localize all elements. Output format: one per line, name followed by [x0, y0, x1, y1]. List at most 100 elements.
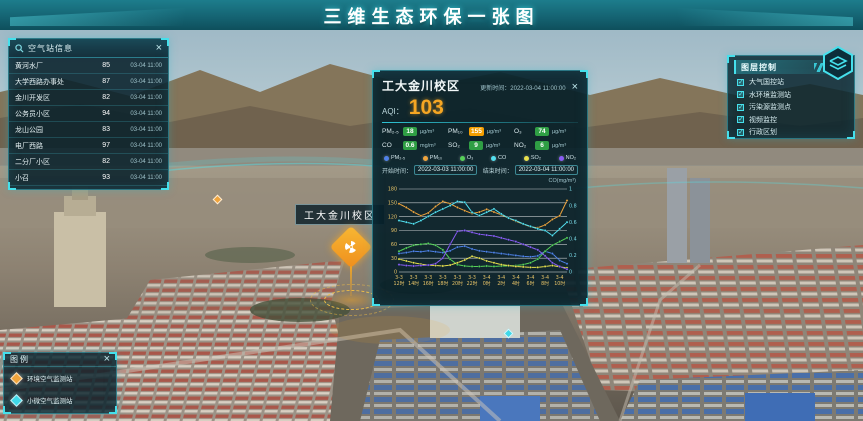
svg-text:180: 180: [388, 187, 397, 193]
pollutant-label: O₃: [514, 128, 522, 135]
aqi-value: 103: [408, 96, 444, 119]
svg-text:3-4: 3-4: [483, 275, 491, 281]
svg-text:3-3: 3-3: [424, 275, 432, 281]
station-aqi-value: 85: [102, 62, 110, 69]
layers-icon[interactable]: [822, 46, 854, 80]
checkbox-checked-icon[interactable]: [737, 128, 744, 136]
chart-legend: PM₂.₅ PM₁₀ O₃ CO SO₂ NO₂: [382, 155, 578, 161]
layer-item[interactable]: 大气国控站: [728, 76, 854, 89]
layer-item-label: 行政区划: [749, 129, 777, 137]
legend-item-label: 小微空气监测站: [27, 398, 73, 405]
station-name: 金川开发区: [15, 94, 50, 102]
svg-text:22时: 22时: [467, 280, 478, 287]
svg-text:4时: 4时: [512, 280, 520, 287]
station-list-item[interactable]: 二分厂小区 82 03-04 11:00: [9, 154, 168, 170]
legend-chip-label: PM₂.₅: [391, 155, 406, 161]
chart-svg: 030609012015018000.20.40.60.813-312时3-31…: [388, 187, 577, 287]
station-name: 龙山公园: [15, 126, 43, 134]
legend-chip: PM₁₀: [422, 155, 443, 161]
start-time-label: 开始时间：: [382, 168, 413, 175]
checkbox-checked-icon[interactable]: [737, 78, 744, 86]
station-aqi-value: 93: [102, 174, 110, 181]
station-aqi-value: 82: [102, 94, 110, 101]
pollutant-value-chip: 74: [535, 127, 549, 136]
legend-item-label: 环境空气监测站: [27, 376, 73, 383]
legend-chip-label: CO: [497, 155, 507, 161]
svg-text:3-4: 3-4: [541, 275, 549, 281]
popup-close-icon[interactable]: [572, 82, 578, 93]
legend-chip-label: PM₁₀: [429, 155, 443, 161]
legend-chip-label: O₃: [466, 155, 474, 161]
pollutant-unit: µg/m³: [552, 128, 567, 135]
layer-item[interactable]: 水环境监测站: [728, 89, 854, 102]
svg-text:3-3: 3-3: [395, 275, 403, 281]
station-list-item[interactable]: 大学西路办事处 87 03-04 11:00: [9, 74, 168, 90]
page-title: 三维生态环保一张图: [323, 7, 540, 27]
svg-text:90: 90: [391, 228, 397, 234]
station-list-item[interactable]: 公务员小区 94 03-04 11:00: [9, 106, 168, 122]
station-update-time: 03-04 11:00: [130, 126, 162, 133]
svg-text:3-4: 3-4: [512, 275, 520, 281]
svg-text:120: 120: [388, 214, 397, 220]
station-update-time: 03-04 11:00: [130, 78, 162, 85]
pollutant-trend-chart: 0 30 60 90 120 150 180 0 0.2 0.4 0.6 0.8 1 3-3 12时 3-3 1…: [382, 184, 578, 303]
station-name: 公务员小区: [15, 110, 50, 118]
svg-text:2时: 2时: [497, 280, 505, 287]
station-update-time: 03-04 11:00: [130, 174, 162, 181]
header-bar: 三维生态环保一张图: [0, 0, 863, 30]
layer-item[interactable]: 污染源监测点: [728, 101, 854, 114]
station-update-time: 03-04 11:00: [130, 110, 162, 117]
pollutant-label: CO: [382, 142, 392, 149]
pollutant-label: PM₂.₅: [382, 128, 399, 135]
svg-text:3-4: 3-4: [556, 275, 564, 281]
diamond-marker-icon: [10, 371, 23, 385]
layer-item-label: 污染源监测点: [749, 104, 791, 112]
pollutant-unit: µg/m³: [420, 128, 435, 135]
divider: [382, 122, 578, 123]
station-list-item[interactable]: 金川开发区 82 03-04 11:00: [9, 90, 168, 106]
station-list-item[interactable]: 龙山公园 83 03-04 11:00: [9, 122, 168, 138]
layer-item[interactable]: 行政区划: [728, 126, 854, 139]
pollutant-label: SO₂: [448, 142, 460, 149]
svg-text:10时: 10时: [554, 280, 565, 287]
svg-text:0: 0: [394, 270, 397, 276]
svg-text:0.2: 0.2: [569, 253, 577, 259]
station-list-panel: 空气站信息 黄河水厂 85 03-04 11:00 大学西路办事处 87 03-04 11…: [8, 38, 169, 190]
legend-chip: SO₂: [523, 155, 541, 161]
station-panel-header: 空气站信息: [9, 39, 168, 58]
station-update-time: 03-04 11:00: [130, 94, 162, 101]
pollutant-value-chip: 155: [469, 127, 484, 136]
end-time-label: 结束时间：: [482, 168, 513, 175]
checkbox-checked-icon[interactable]: [737, 103, 744, 111]
checkbox-checked-icon[interactable]: [737, 115, 744, 124]
station-list: 黄河水厂 85 03-04 11:00 大学西路办事处 87 03-04 11:00 金川开…: [9, 58, 168, 186]
station-list-item[interactable]: 黄河水厂 85 03-04 11:00: [9, 58, 168, 74]
legend-chip: CO: [490, 155, 507, 161]
svg-text:3-3: 3-3: [468, 275, 476, 281]
legend-chip-label: SO₂: [530, 155, 541, 161]
station-marker-group: 工大金川校区: [280, 200, 440, 320]
svg-text:3-4: 3-4: [497, 275, 505, 281]
svg-text:0时: 0时: [483, 280, 491, 287]
air-station-marker[interactable]: [329, 225, 373, 269]
update-time-value: 2022-03-04 11:00:00: [510, 86, 566, 92]
station-name: 二分厂小区: [15, 158, 50, 166]
pollutant-grid: PM₂.₅ 18 µg/m³ PM₁₀ 155 µg/m³ O₃ 74 µg/m³ CO 0.6 mg…: [382, 127, 578, 150]
legend-panel-title: 图例: [10, 355, 30, 364]
end-time-input[interactable]: 2022-03-04 11:00:00: [514, 165, 578, 175]
start-time-input[interactable]: 2022-03-03 11:00:00: [414, 165, 478, 175]
station-list-item[interactable]: 电厂西路 97 03-04 11:00: [9, 138, 168, 154]
pollutant-label: PM₁₀: [448, 128, 463, 135]
pollutant-unit: mg/m³: [420, 142, 436, 149]
right-axis-title: CO(mg/m³): [548, 178, 577, 184]
layer-item[interactable]: 视频监控: [728, 114, 854, 127]
station-name: 电厂西路: [15, 142, 43, 150]
checkbox-checked-icon[interactable]: [737, 90, 744, 99]
station-name: 小召: [15, 174, 29, 182]
svg-text:60: 60: [391, 242, 397, 248]
svg-text:1: 1: [569, 187, 572, 193]
legend-dot: [459, 155, 465, 161]
station-list-item[interactable]: 小召 93 03-04 11:00: [9, 170, 168, 186]
pollutant-label: NO₂: [514, 142, 527, 149]
